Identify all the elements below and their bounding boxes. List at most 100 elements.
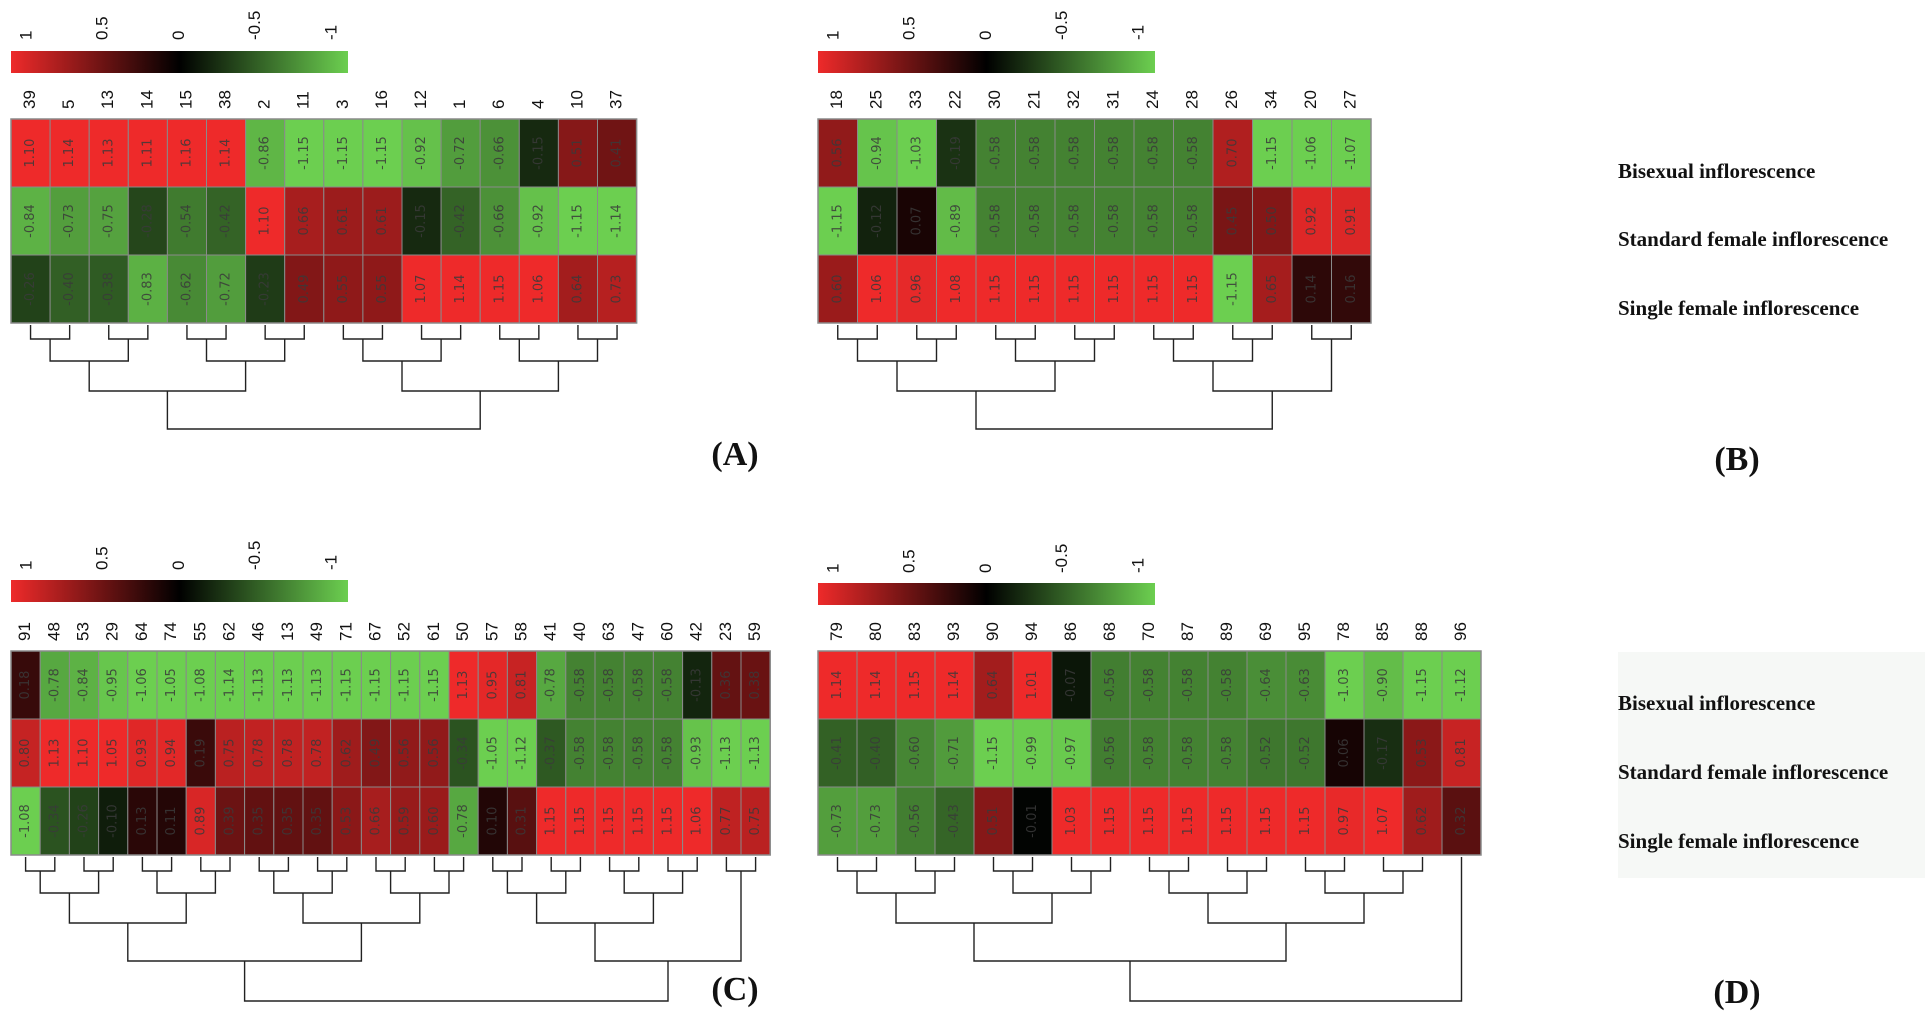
column-label: 1 (450, 100, 469, 109)
cell-value-label: -0.58 (602, 736, 617, 770)
cell-value-label: -1.15 (369, 668, 384, 702)
cell-value-label: 0.60 (830, 275, 845, 304)
cell-value-label: 0.56 (830, 139, 845, 168)
cell-value-label: 1.16 (179, 139, 194, 168)
column-label: 42 (687, 622, 706, 641)
heatmap-cell (652, 650, 684, 720)
heatmap-cell (1285, 650, 1326, 720)
heatmap-cell (156, 650, 187, 720)
cell-value-label: -1.13 (252, 668, 267, 702)
column-label: 57 (482, 622, 501, 641)
column-label: 23 (716, 622, 735, 641)
heatmap-cell (711, 718, 742, 788)
heatmap-cell (973, 718, 1014, 788)
cell-value-label: -1.03 (1337, 668, 1352, 702)
heatmap-cell (597, 118, 638, 188)
scale-tick-label: 1 (16, 31, 35, 40)
cell-value-label: -1.15 (398, 668, 413, 702)
heatmap-cell (856, 786, 897, 856)
cell-value-label: -0.38 (101, 272, 116, 306)
heatmap-cell (166, 186, 207, 256)
heatmap-cell (1402, 718, 1443, 788)
cell-value-label: -0.58 (1220, 736, 1235, 770)
heatmap-cell (214, 650, 246, 720)
column-label: 87 (1178, 622, 1197, 641)
dendrogram-link (975, 391, 1273, 430)
heatmap-cell (536, 718, 567, 788)
cell-value-label: 0.91 (1344, 207, 1359, 236)
cell-value-label: 1.15 (1259, 807, 1274, 836)
heatmap-cell (1212, 186, 1253, 256)
dendrogram-link (577, 325, 618, 340)
cell-value-label: 0.64 (986, 671, 1001, 700)
cell-value-label: 1.15 (661, 807, 676, 836)
dendrogram-link (83, 857, 114, 872)
dendrogram-link (1070, 857, 1112, 872)
cell-value-label: 1.14 (830, 671, 845, 700)
column-label: 95 (1295, 622, 1314, 641)
dendrogram-link (594, 871, 742, 962)
column-label: 68 (1100, 622, 1119, 641)
heatmap-cell (506, 786, 538, 856)
cell-value-label: -0.58 (988, 136, 1003, 170)
cell-value-label: 0.78 (281, 739, 296, 768)
scale-tick-label: -1 (321, 25, 340, 40)
cell-value-label: 0.61 (375, 207, 390, 236)
column-dendrogram (29, 325, 618, 430)
cell-value-label: -0.78 (456, 804, 471, 838)
heatmap-cell (185, 718, 216, 788)
heatmap-cell (1012, 786, 1053, 856)
cell-value-label: 1.07 (1376, 807, 1391, 836)
heatmap-cell (10, 118, 51, 188)
dendrogram-link (1207, 893, 1365, 924)
heatmap-cell (1054, 186, 1095, 256)
column-label: 91 (15, 622, 34, 641)
cell-value-label: 0.49 (369, 739, 384, 768)
cell-value-label: -0.92 (531, 204, 546, 238)
dendrogram-link (914, 857, 956, 872)
heatmap-cell (440, 254, 481, 324)
heatmap-border (817, 650, 1482, 856)
cell-value-label: 0.96 (909, 275, 924, 304)
cell-value-label: 0.95 (485, 671, 500, 700)
column-label: 13 (278, 622, 297, 641)
cell-value-label: -0.72 (453, 136, 468, 170)
column-label: 2 (255, 100, 274, 109)
cell-value-label: -0.58 (1142, 668, 1157, 702)
column-label: 74 (161, 622, 180, 641)
cell-value-label: 0.35 (252, 807, 267, 836)
heatmap-cell (934, 718, 975, 788)
cell-value-label: -0.52 (1259, 736, 1274, 770)
dendrogram-link (108, 325, 149, 340)
heatmap-cell (895, 786, 936, 856)
heatmap-cell (1246, 718, 1287, 788)
column-label: 48 (44, 622, 63, 641)
scale-tick-label: 0.5 (900, 16, 919, 40)
dendrogram-link (856, 871, 936, 894)
heatmap-cell (127, 786, 158, 856)
cell-value-label: 1.15 (1220, 807, 1235, 836)
column-label: 10 (567, 90, 586, 109)
cell-value-label: -0.58 (1067, 204, 1082, 238)
heatmap-cell (88, 118, 129, 188)
heatmap-cell (973, 786, 1014, 856)
column-label: 94 (1022, 622, 1041, 641)
cell-value-label: -0.43 (947, 804, 962, 838)
dendrogram-link (362, 339, 442, 362)
dendrogram-link (401, 361, 560, 392)
cell-value-label: -0.93 (690, 736, 705, 770)
cell-value-label: -0.56 (908, 804, 923, 838)
heatmap-cell (623, 650, 654, 720)
cell-value-label: -0.66 (492, 136, 507, 170)
column-label: 70 (1139, 622, 1158, 641)
heatmap-cell (273, 718, 304, 788)
cell-value-label: 0.10 (485, 807, 500, 836)
dendrogram-link (492, 857, 523, 872)
cell-value-label: -0.58 (1142, 736, 1157, 770)
heatmap-cell (360, 786, 392, 856)
column-label: 63 (599, 622, 618, 641)
cell-value-label: -0.58 (1146, 204, 1161, 238)
dendrogram-link (1129, 857, 1463, 1002)
column-label: 69 (1256, 622, 1275, 641)
dendrogram-link (88, 361, 247, 392)
